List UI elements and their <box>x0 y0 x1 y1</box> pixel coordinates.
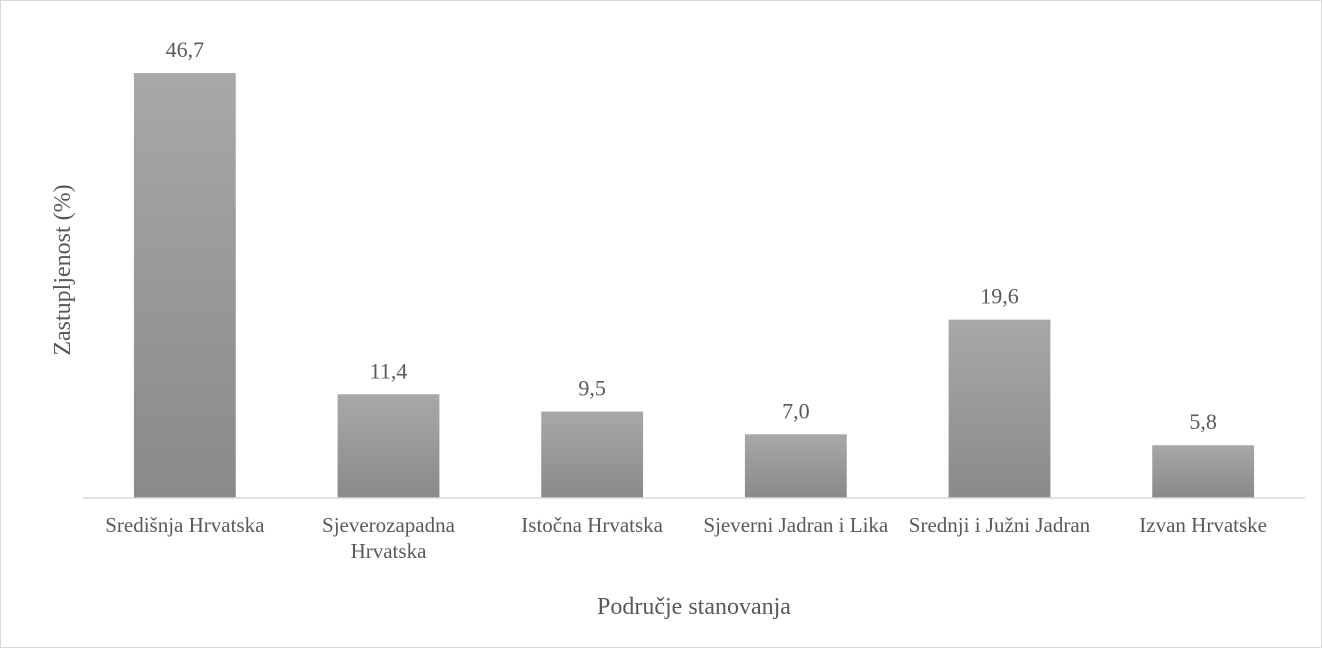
value-label: 7,0 <box>782 398 810 423</box>
bar <box>744 434 847 498</box>
bar <box>337 394 440 498</box>
x-axis-title: Područje stanovanja <box>597 594 791 620</box>
value-label: 19,6 <box>980 284 1019 309</box>
value-label: 46,7 <box>166 37 205 62</box>
x-tick-label: Središnja Hrvatska <box>105 513 265 537</box>
x-tick-label: Istočna Hrvatska <box>521 513 663 537</box>
bar <box>1152 445 1255 498</box>
x-tick-label: Sjeverni Jadran i Lika <box>703 513 889 537</box>
y-axis-title: Zastupljenost (%) <box>50 184 76 355</box>
bar <box>541 411 644 498</box>
bar <box>133 73 236 498</box>
x-tick-label: Sjeverozapadna Hrvatska <box>322 513 455 563</box>
x-tick-label: Izvan Hrvatske <box>1139 513 1267 537</box>
value-label: 11,4 <box>370 358 408 383</box>
bar <box>948 319 1051 498</box>
value-label: 5,8 <box>1189 409 1217 434</box>
x-tick-label: Srednji i Južni Jadran <box>908 513 1091 537</box>
value-label: 9,5 <box>578 376 606 401</box>
